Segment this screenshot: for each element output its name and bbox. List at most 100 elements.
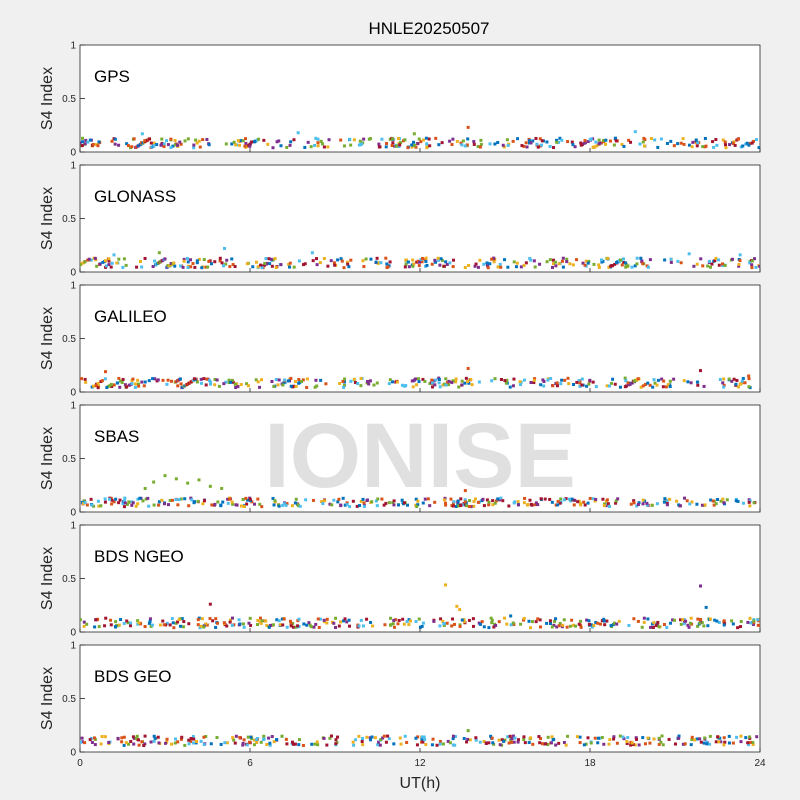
data-point: [597, 138, 601, 142]
data-point: [368, 379, 372, 383]
data-point: [259, 621, 263, 625]
data-point: [444, 260, 448, 264]
data-point: [285, 502, 289, 506]
data-point: [326, 145, 330, 149]
data-point: [355, 504, 359, 508]
data-point: [101, 260, 105, 264]
data-point: [748, 261, 752, 265]
data-point: [103, 624, 107, 628]
highlight-point: [220, 486, 224, 490]
data-point: [165, 621, 169, 625]
data-point: [527, 141, 531, 145]
data-point: [607, 504, 611, 508]
data-point: [579, 503, 583, 507]
data-point: [410, 145, 414, 149]
data-point: [638, 142, 642, 146]
data-point: [629, 502, 633, 506]
data-point: [377, 145, 381, 149]
data-point: [262, 138, 266, 142]
data-point: [377, 740, 381, 744]
data-point: [577, 499, 581, 503]
data-point: [329, 734, 333, 738]
data-point: [396, 137, 400, 141]
data-point: [200, 617, 204, 621]
data-point: [162, 623, 166, 627]
data-point: [488, 142, 492, 146]
data-point: [689, 616, 693, 620]
data-point: [485, 498, 489, 502]
data-point: [281, 383, 285, 387]
data-point: [470, 383, 474, 387]
data-point: [341, 379, 345, 383]
data-point: [739, 381, 743, 385]
data-point: [82, 624, 86, 628]
data-point: [123, 383, 127, 387]
data-point: [717, 621, 721, 625]
data-point: [454, 377, 458, 381]
data-point: [156, 378, 160, 382]
data-point: [258, 620, 262, 624]
data-point: [394, 144, 398, 148]
data-point: [423, 379, 427, 383]
highlight-point: [140, 132, 144, 136]
data-points: [80, 366, 752, 390]
data-point: [173, 138, 177, 142]
data-point: [534, 620, 538, 624]
data-point: [516, 503, 520, 507]
data-point: [560, 138, 564, 142]
data-point: [359, 376, 363, 380]
data-point: [400, 498, 404, 502]
data-point: [392, 618, 396, 622]
data-point: [245, 743, 249, 747]
data-point: [84, 138, 88, 142]
data-point: [195, 141, 199, 145]
data-point: [696, 624, 700, 628]
data-point: [274, 377, 278, 381]
data-point: [660, 734, 664, 738]
data-point: [635, 256, 639, 260]
data-point: [255, 741, 259, 745]
data-point: [665, 141, 669, 145]
data-point: [474, 262, 478, 266]
data-point: [349, 143, 353, 147]
data-point: [583, 263, 587, 267]
data-point: [623, 376, 627, 380]
data-point: [459, 141, 463, 145]
data-point: [343, 144, 347, 148]
data-point: [723, 140, 727, 144]
data-point: [558, 136, 562, 140]
data-point: [147, 621, 151, 625]
data-point: [586, 261, 590, 265]
data-point: [281, 623, 285, 627]
data-point: [613, 621, 617, 625]
data-point: [329, 259, 333, 263]
data-point: [396, 503, 400, 507]
data-point: [313, 385, 317, 389]
data-point: [492, 256, 496, 260]
data-point: [722, 736, 726, 740]
highlight-point: [104, 370, 107, 374]
data-point: [614, 501, 618, 505]
data-point: [665, 498, 669, 502]
data-point: [234, 143, 238, 147]
data-point: [122, 257, 126, 261]
highlight-point: [466, 366, 470, 370]
data-point: [556, 503, 560, 507]
data-point: [696, 617, 700, 621]
data-point: [403, 734, 407, 738]
data-point: [378, 743, 382, 747]
data-point: [225, 624, 229, 628]
highlight-point: [223, 246, 226, 250]
data-point: [460, 383, 464, 387]
data-point: [448, 261, 452, 265]
data-point: [613, 136, 617, 140]
data-point: [416, 503, 420, 507]
data-point: [747, 385, 751, 389]
y-tick-label: 1: [70, 161, 76, 172]
data-point: [308, 623, 312, 627]
data-point: [557, 140, 561, 144]
data-point: [291, 740, 295, 744]
data-point: [121, 502, 125, 506]
data-point: [197, 616, 201, 620]
